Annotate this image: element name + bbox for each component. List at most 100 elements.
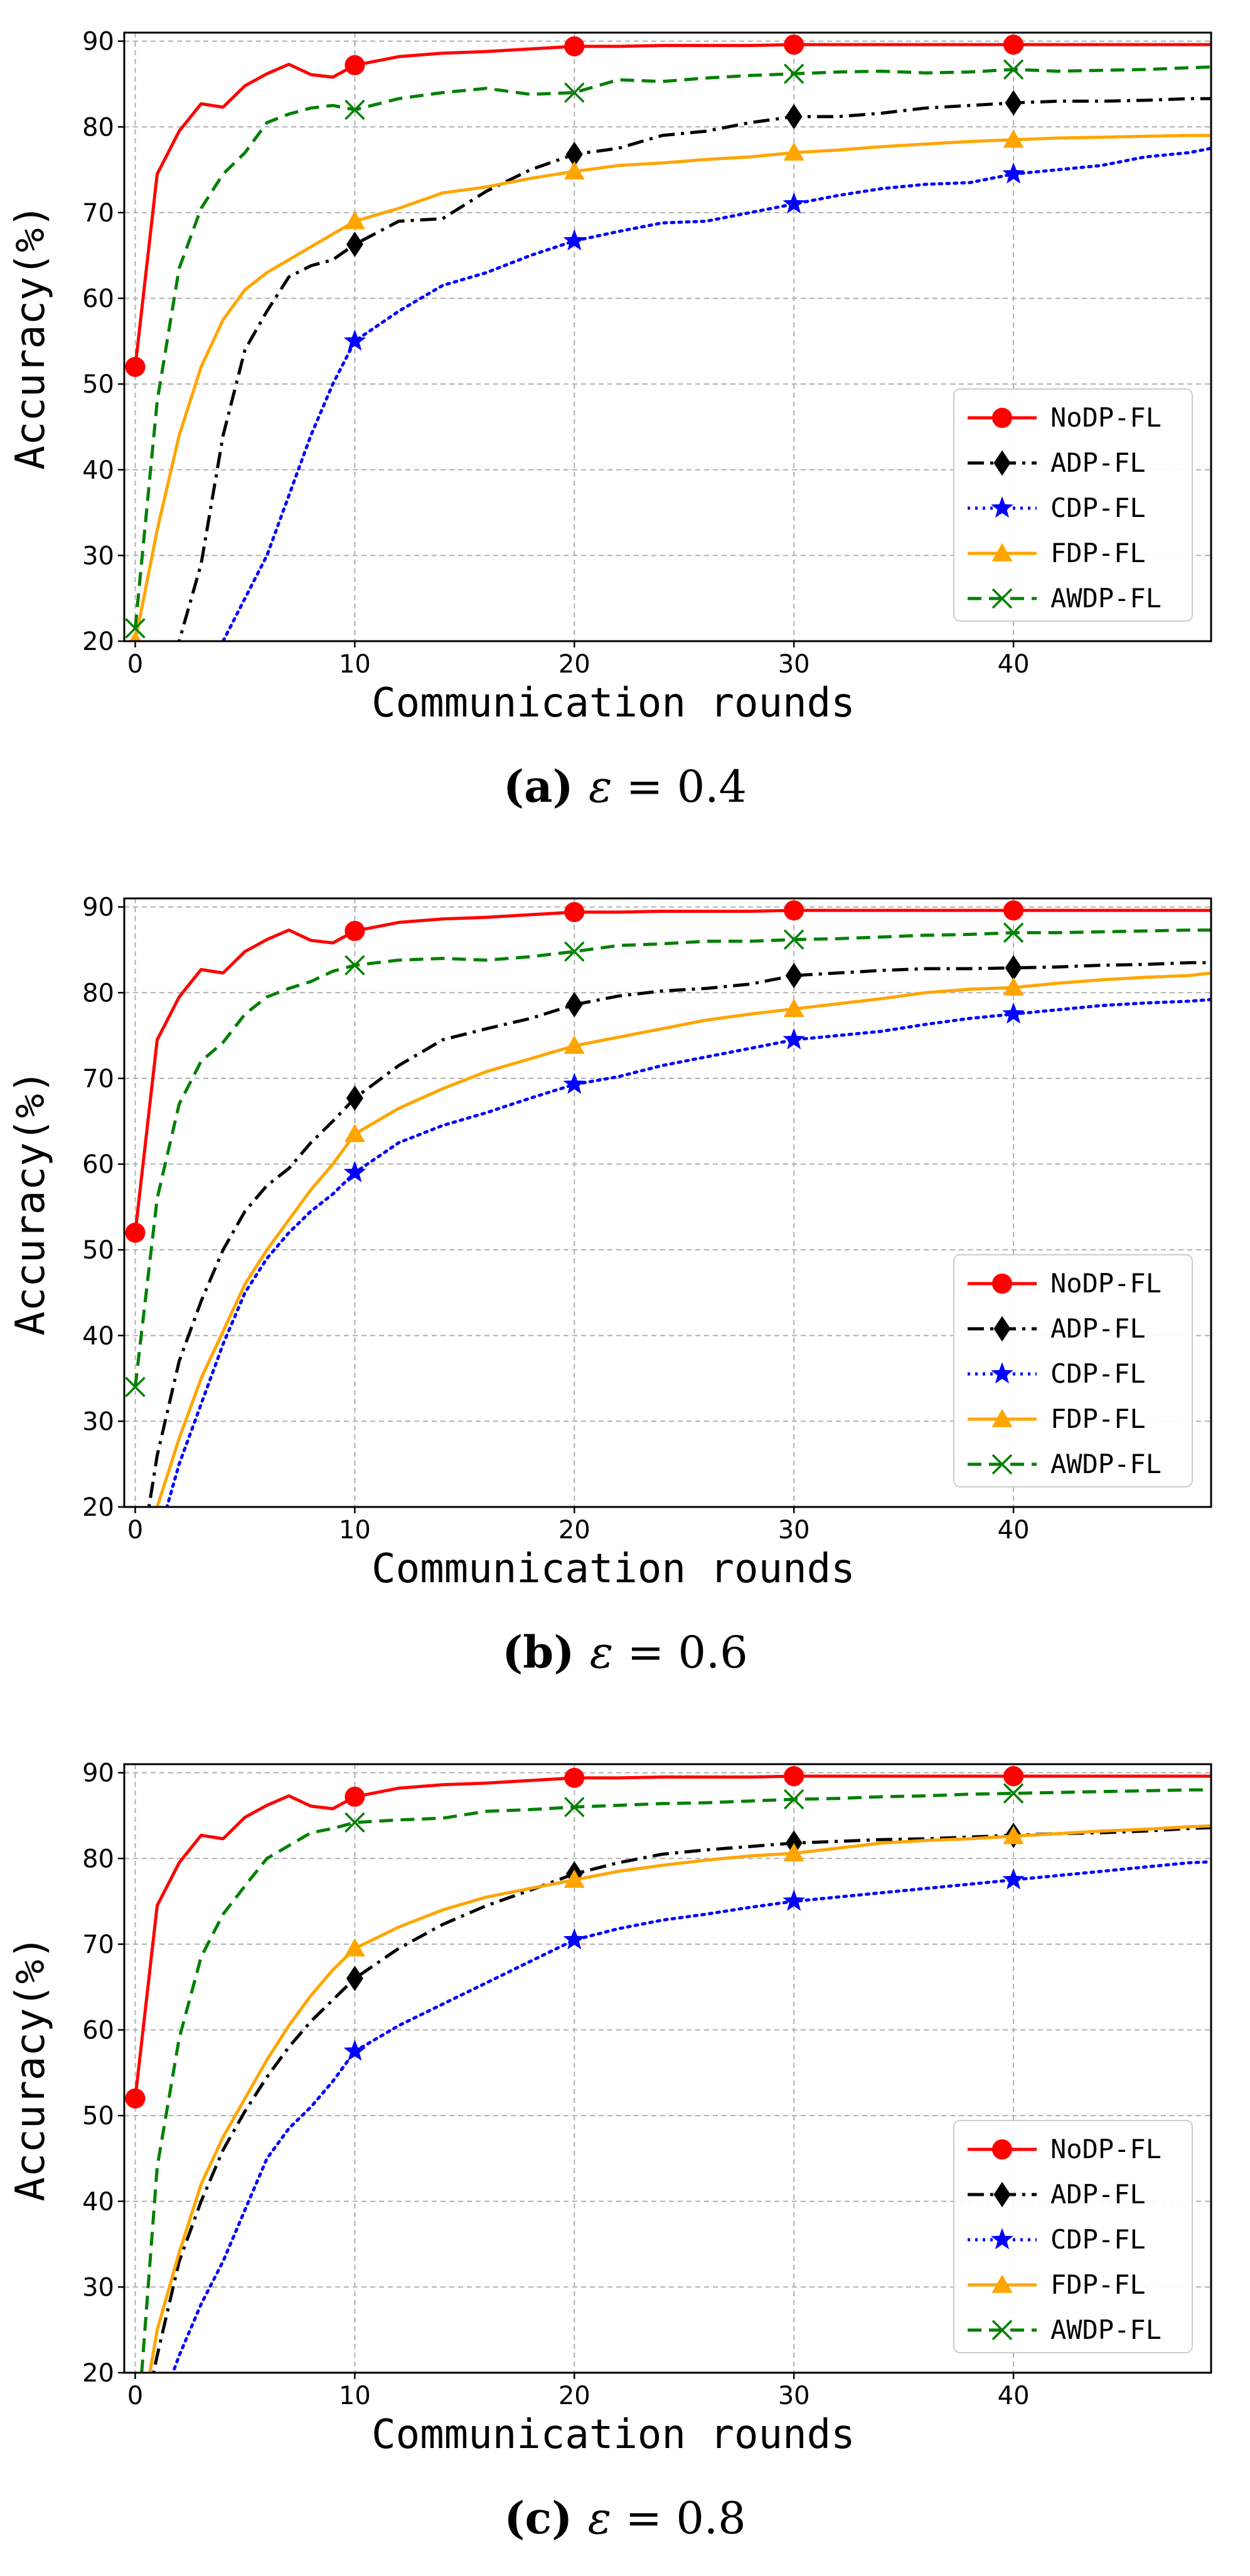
legend-marker-CDP-FL <box>991 2228 1013 2250</box>
x-tick-label: 40 <box>998 2382 1030 2410</box>
legend-label-NoDP-FL: NoDP-FL <box>1050 1268 1162 1299</box>
x-tick-label: 30 <box>778 2382 810 2410</box>
chart-panel-1: 0 10 20 30 40 20 30 40 50 60 70 80 90 Communication r… <box>8 893 1212 1678</box>
y-tick-label: 20 <box>82 627 114 656</box>
x-tick-label: 40 <box>998 650 1030 679</box>
legend-marker-FDP-FL <box>991 1408 1013 1427</box>
caption-value: 0.4 <box>677 761 747 812</box>
x-tick-label: 10 <box>339 1516 371 1545</box>
data-point-NoDP-FL <box>345 1786 365 1807</box>
legend-label-ADP-FL: ADP-FL <box>1050 447 1146 478</box>
data-point-NoDP-FL <box>784 35 804 55</box>
data-point-AWDP-FL <box>125 1376 146 1397</box>
chart-panel-2: 0 10 20 30 40 20 30 40 50 60 70 80 90 Communication r… <box>8 1759 1212 2544</box>
legend-label-ADP-FL: ADP-FL <box>1050 2179 1146 2210</box>
x-tick-label: 10 <box>339 650 371 679</box>
caption-eq: = <box>611 2493 676 2544</box>
legend-marker-ADP-FL <box>993 2181 1011 2208</box>
data-point-NoDP-FL <box>125 356 146 377</box>
y-tick-label: 60 <box>82 1151 114 1179</box>
plot-frame <box>123 897 1212 1508</box>
data-point-AWDP-FL <box>345 99 365 120</box>
x-tick-label: 30 <box>778 650 810 679</box>
y-tick-label: 50 <box>82 1236 114 1265</box>
data-point-NoDP-FL <box>784 1766 804 1787</box>
y-tick-label: 50 <box>82 370 114 399</box>
legend-marker-NoDP-FL <box>992 408 1012 428</box>
y-tick-label: 70 <box>82 1930 114 1959</box>
y-tick-label: 60 <box>82 2016 114 2045</box>
y-tick-label: 90 <box>82 1759 114 1788</box>
data-point-AWDP-FL <box>1003 59 1024 80</box>
legend-label-FDP-FL: FDP-FL <box>1050 538 1146 568</box>
data-point-FDP-FL <box>564 161 585 180</box>
data-point-AWDP-FL <box>783 63 804 84</box>
x-axis-label: Communication rounds <box>371 2412 855 2458</box>
data-point-NoDP-FL <box>125 2088 146 2109</box>
y-tick-label: 20 <box>82 2359 114 2388</box>
data-point-FDP-FL <box>344 1124 365 1142</box>
caption-eq: = <box>612 761 677 812</box>
legend-marker-CDP-FL <box>991 1362 1013 1384</box>
data-point-AWDP-FL <box>1003 1783 1024 1804</box>
data-point-NoDP-FL <box>1003 35 1024 55</box>
series-line-NoDP-FL <box>134 908 1211 1233</box>
legend-marker-AWDP-FL <box>991 588 1013 609</box>
legend-label-ADP-FL: ADP-FL <box>1050 1313 1146 1344</box>
data-point-NoDP-FL <box>784 900 804 921</box>
y-tick-label: 80 <box>82 1844 114 1873</box>
caption-epsilon: ε <box>588 2493 612 2544</box>
data-point-FDP-FL <box>344 211 365 230</box>
caption-tag: (c) <box>504 2492 587 2544</box>
plot-area <box>125 35 1211 641</box>
data-point-ADP-FL <box>785 104 803 130</box>
y-tick-label: 40 <box>82 456 114 485</box>
legend-marker-CDP-FL <box>991 496 1013 518</box>
legend-label-NoDP-FL: NoDP-FL <box>1050 402 1162 433</box>
data-point-NoDP-FL <box>345 920 365 941</box>
legend-marker-FDP-FL <box>991 2274 1013 2293</box>
y-tick-label: 30 <box>82 1407 114 1436</box>
data-point-CDP-FL <box>1002 1868 1025 1890</box>
data-point-FDP-FL <box>564 1869 585 1888</box>
caption-value: 0.6 <box>678 1627 747 1678</box>
y-tick-label: 80 <box>82 113 114 142</box>
data-point-FDP-FL <box>783 1843 804 1861</box>
legend-label-CDP-FL: CDP-FL <box>1050 2224 1146 2255</box>
y-tick-label: 40 <box>82 1322 114 1351</box>
data-point-CDP-FL <box>563 229 586 251</box>
caption-epsilon: ε <box>589 761 612 812</box>
legend-label-AWDP-FL: AWDP-FL <box>1050 2314 1162 2345</box>
data-point-CDP-FL <box>783 192 805 214</box>
data-point-CDP-FL <box>783 1889 805 1911</box>
data-point-ADP-FL <box>785 962 803 989</box>
x-tick-label: 0 <box>127 650 143 679</box>
data-point-ADP-FL <box>565 992 583 1018</box>
data-point-AWDP-FL <box>783 1789 804 1810</box>
plot-frame <box>123 1763 1212 2374</box>
legend-marker-AWDP-FL <box>991 2319 1013 2341</box>
data-point-CDP-FL <box>343 2039 366 2061</box>
caption-epsilon: ε <box>590 1627 614 1678</box>
data-point-ADP-FL <box>1005 955 1022 981</box>
data-point-AWDP-FL <box>564 82 585 103</box>
y-tick-label: 20 <box>82 1493 114 1522</box>
legend-marker-NoDP-FL <box>992 1274 1012 1294</box>
series-line-CDP-FL <box>171 1860 1211 2373</box>
legend-label-AWDP-FL: AWDP-FL <box>1050 1449 1162 1479</box>
y-tick-label: 50 <box>82 2102 114 2131</box>
y-axis-label: Accuracy(%) <box>8 204 54 470</box>
legend: NoDP-FL ADP-FL CDP-FL FDP-FL AWDP-FL <box>953 388 1193 622</box>
x-tick-label: 10 <box>339 2382 371 2410</box>
y-tick-label: 60 <box>82 285 114 314</box>
data-point-CDP-FL <box>343 329 366 351</box>
data-point-AWDP-FL <box>1003 922 1024 943</box>
chart-caption: (a) ε = 0.4 <box>503 760 747 812</box>
legend-box <box>953 388 1193 622</box>
x-axis-label: Communication rounds <box>371 680 855 726</box>
data-point-CDP-FL <box>1002 162 1025 184</box>
data-point-FDP-FL <box>564 1035 585 1054</box>
y-tick-label: 90 <box>82 893 114 922</box>
legend-label-CDP-FL: CDP-FL <box>1050 492 1146 523</box>
